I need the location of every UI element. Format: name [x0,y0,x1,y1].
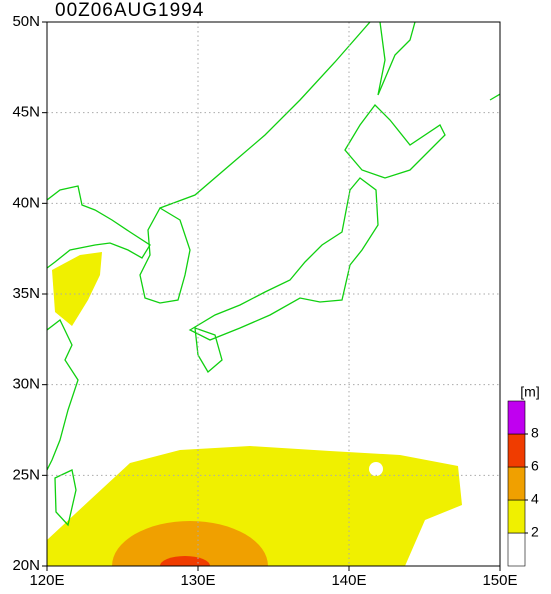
map-title: 00Z06AUG1994 [55,0,204,21]
y-tick-label: 25N [12,466,40,483]
colorbar-segment [507,466,526,501]
y-tick-label: 50N [12,13,40,30]
sakhalin [377,22,416,96]
colorbar-tick-label: 4 [531,491,539,507]
coastline [489,93,500,101]
colorbar-segment [507,532,526,567]
x-tick-label: 130E [180,572,215,589]
colorbar-tick-label: 8 [531,425,539,441]
wave-region-6-8 [160,556,210,566]
honshu [188,177,379,341]
colorbar-segment [507,433,526,468]
y-tick-label: 40N [12,194,40,211]
y-tick-label: 45N [12,104,40,121]
y-tick-label: 20N [12,557,40,574]
y-tick-label: 30N [12,376,40,393]
coastline [47,185,151,269]
colorbar-unit: [m] [520,384,539,400]
wave-height-field [47,252,462,566]
plot-frame [46,21,501,567]
colorbar-segment [507,400,526,435]
coastlines [47,22,500,527]
colorbar-tick-label: 2 [531,524,539,540]
wave-region-2-4 [52,252,102,326]
wave-region-0-2 [369,462,383,476]
korea [139,207,191,304]
wave-region-4-6 [112,521,268,566]
colorbar-tick-label: 6 [531,458,539,474]
colorbar-segment [507,499,526,534]
x-tick-label: 140E [331,572,366,589]
taiwan [54,469,77,527]
hokkaido [344,104,446,179]
coastline [159,22,371,209]
coastline [47,318,79,471]
x-tick-label: 120E [29,572,64,589]
y-tick-label: 35N [12,285,40,302]
x-tick-label: 150E [482,572,517,589]
